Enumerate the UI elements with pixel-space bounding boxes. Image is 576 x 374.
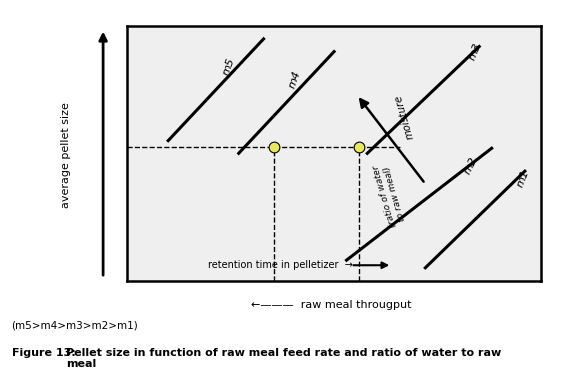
Text: m5: m5 [221, 57, 236, 77]
Text: m3: m3 [467, 42, 483, 62]
Text: Pellet size in function of raw meal feed rate and ratio of water to raw
meal: Pellet size in function of raw meal feed… [66, 348, 502, 370]
Text: ←———  raw meal througput: ←——— raw meal througput [251, 300, 411, 310]
Text: (m5>m4>m3>m2>m1): (m5>m4>m3>m2>m1) [12, 321, 138, 330]
Text: m1: m1 [515, 169, 530, 189]
Point [354, 144, 363, 150]
Text: average pellet size: average pellet size [61, 102, 71, 208]
Text: retention time in pelletizer  →: retention time in pelletizer → [207, 260, 353, 270]
Text: moisture: moisture [393, 94, 416, 141]
Text: (ratio of water
to raw meal): (ratio of water to raw meal) [372, 161, 408, 228]
Text: m4: m4 [287, 70, 302, 90]
Text: m2: m2 [463, 156, 479, 176]
Text: Figure 13:: Figure 13: [12, 348, 79, 358]
Point [270, 144, 279, 150]
